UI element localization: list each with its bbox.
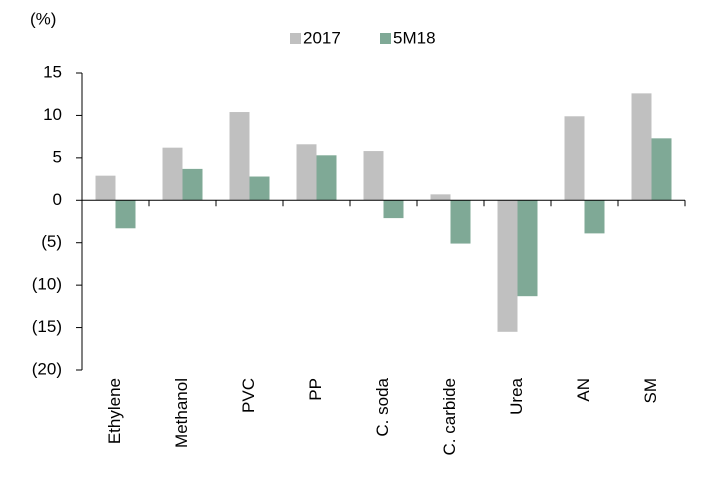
y-tick-label: (15)	[32, 317, 62, 336]
x-tick-label: C. soda	[373, 377, 392, 436]
bar	[584, 200, 605, 234]
x-tick-label: Methanol	[172, 378, 191, 448]
bar	[651, 138, 672, 201]
bar	[497, 200, 518, 332]
y-tick-label: 15	[43, 62, 62, 81]
bar	[296, 144, 317, 201]
bar	[182, 168, 203, 201]
x-tick-label: SM	[641, 378, 660, 404]
y-tick-label: 10	[43, 105, 62, 124]
bar	[229, 112, 250, 201]
y-tick-label: (10)	[32, 275, 62, 294]
bar	[363, 151, 384, 201]
bar	[383, 200, 404, 219]
bar	[631, 93, 652, 201]
bar	[450, 200, 471, 244]
y-tick-label: 0	[53, 190, 62, 209]
x-tick-label: PVC	[239, 378, 258, 413]
bar	[430, 194, 451, 201]
legend-swatch	[380, 33, 391, 44]
bar	[564, 116, 585, 201]
bar	[316, 155, 337, 201]
bar	[115, 200, 136, 229]
bar	[517, 200, 538, 297]
x-tick-label: AN	[574, 378, 593, 402]
bar	[249, 176, 270, 201]
legend-label: 5M18	[393, 28, 436, 47]
x-tick-label: Urea	[507, 377, 526, 414]
bar	[162, 147, 183, 201]
y-tick-label: 5	[53, 147, 62, 166]
y-unit-label: (%)	[30, 9, 56, 28]
legend-swatch	[290, 33, 301, 44]
x-tick-label: PP	[306, 378, 325, 401]
y-tick-label: (5)	[41, 232, 62, 251]
x-tick-label: Ethylene	[105, 378, 124, 444]
bar	[95, 175, 116, 201]
legend-label: 2017	[303, 28, 341, 47]
y-tick-label: (20)	[32, 359, 62, 378]
x-tick-label: C. carbide	[440, 378, 459, 455]
